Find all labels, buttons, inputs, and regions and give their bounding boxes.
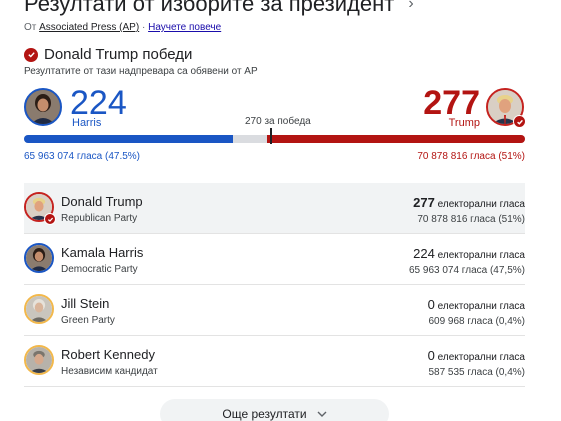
candidate-name: Donald Trump [61,194,143,209]
chevron-down-icon [317,409,327,420]
kennedy-row-avatar [24,345,54,375]
candidate-electoral: 0 електорални гласа [428,297,525,312]
trump-electoral-total: 277 [423,84,480,122]
candidate-electoral: 0 електорални гласа [428,348,525,363]
winner-text: Donald Trump победи [44,46,193,63]
harris-popular-vote: 65 963 074 гласа (47.5%) [24,151,141,162]
harris-bar-segment [24,135,233,143]
stein-row-avatar [24,294,54,324]
candidate-name: Kamala Harris [61,245,144,260]
results-header[interactable]: Резултати от изборите за президент › [24,0,414,17]
trump-bar-segment [267,135,525,143]
page-title[interactable]: Резултати от изборите за президент [24,0,395,16]
uncalled-bar-segment [232,135,268,143]
threshold-label: 270 за победа [245,116,311,127]
electoral-unit: електорални гласа [437,301,525,312]
electoral-unit: електорални гласа [437,199,525,210]
candidate-name: Jill Stein [61,296,110,311]
winner-subtext: Резултатите от тази надпревара са обявен… [24,66,258,77]
candidate-party: Green Party [61,315,115,326]
source-separator: · [141,22,146,33]
winner-check-icon [44,213,56,225]
electoral-count: 0 [427,348,435,363]
candidate-party: Независим кандидат [61,366,158,377]
electoral-count: 277 [413,195,435,210]
candidate-popular: 609 968 гласа (0,4%) [428,316,525,327]
electoral-count: 224 [413,246,435,261]
electoral-count: 0 [427,297,435,312]
more-results-label: Още резултати [222,407,307,421]
source-line: От Associated Press (AP) · Научете повеч… [24,22,221,33]
electoral-progress-bar [24,135,525,143]
candidate-row-harris[interactable]: Kamala Harris Democratic Party 224 елект… [24,234,525,285]
harris-row-avatar [24,243,54,273]
trump-avatar [486,88,524,126]
trump-label: Trump [448,117,480,129]
candidate-row-trump[interactable]: Donald Trump Republican Party 277 електо… [24,183,525,234]
winner-headline: Donald Trump победи [24,46,192,63]
trump-popular-vote: 70 878 816 гласа (51%) [417,151,525,162]
check-circle-icon [24,47,38,62]
harris-label: Harris [72,117,102,129]
winner-check-icon [513,115,526,128]
candidate-electoral: 277 електорални гласа [413,195,525,210]
electoral-unit: електорални гласа [437,250,525,261]
candidate-row-kennedy[interactable]: Robert Kennedy Независим кандидат 0 елек… [24,336,525,387]
candidate-name: Robert Kennedy [61,347,155,362]
candidate-list: Donald Trump Republican Party 277 електо… [24,183,525,387]
candidate-party: Democratic Party [61,264,138,275]
more-results-button[interactable]: Още резултати [160,399,389,421]
candidate-popular: 587 535 гласа (0,4%) [428,367,525,378]
chevron-right-icon[interactable]: › [408,0,414,12]
candidate-electoral: 224 електорални гласа [413,246,525,261]
threshold-marker [270,128,272,144]
candidate-popular: 65 963 074 гласа (47,5%) [408,265,525,276]
harris-avatar [24,88,62,126]
harris-electoral-total: 224 [70,84,127,122]
source-link[interactable]: Associated Press (AP) [39,22,140,33]
learn-more-link[interactable]: Научете повече [148,22,222,33]
electoral-unit: електорални гласа [437,352,525,363]
candidate-popular: 70 878 816 гласа (51%) [417,214,525,225]
candidate-party: Republican Party [61,213,138,224]
candidate-row-stein[interactable]: Jill Stein Green Party 0 електорални гла… [24,285,525,336]
source-prefix: От [24,22,37,33]
